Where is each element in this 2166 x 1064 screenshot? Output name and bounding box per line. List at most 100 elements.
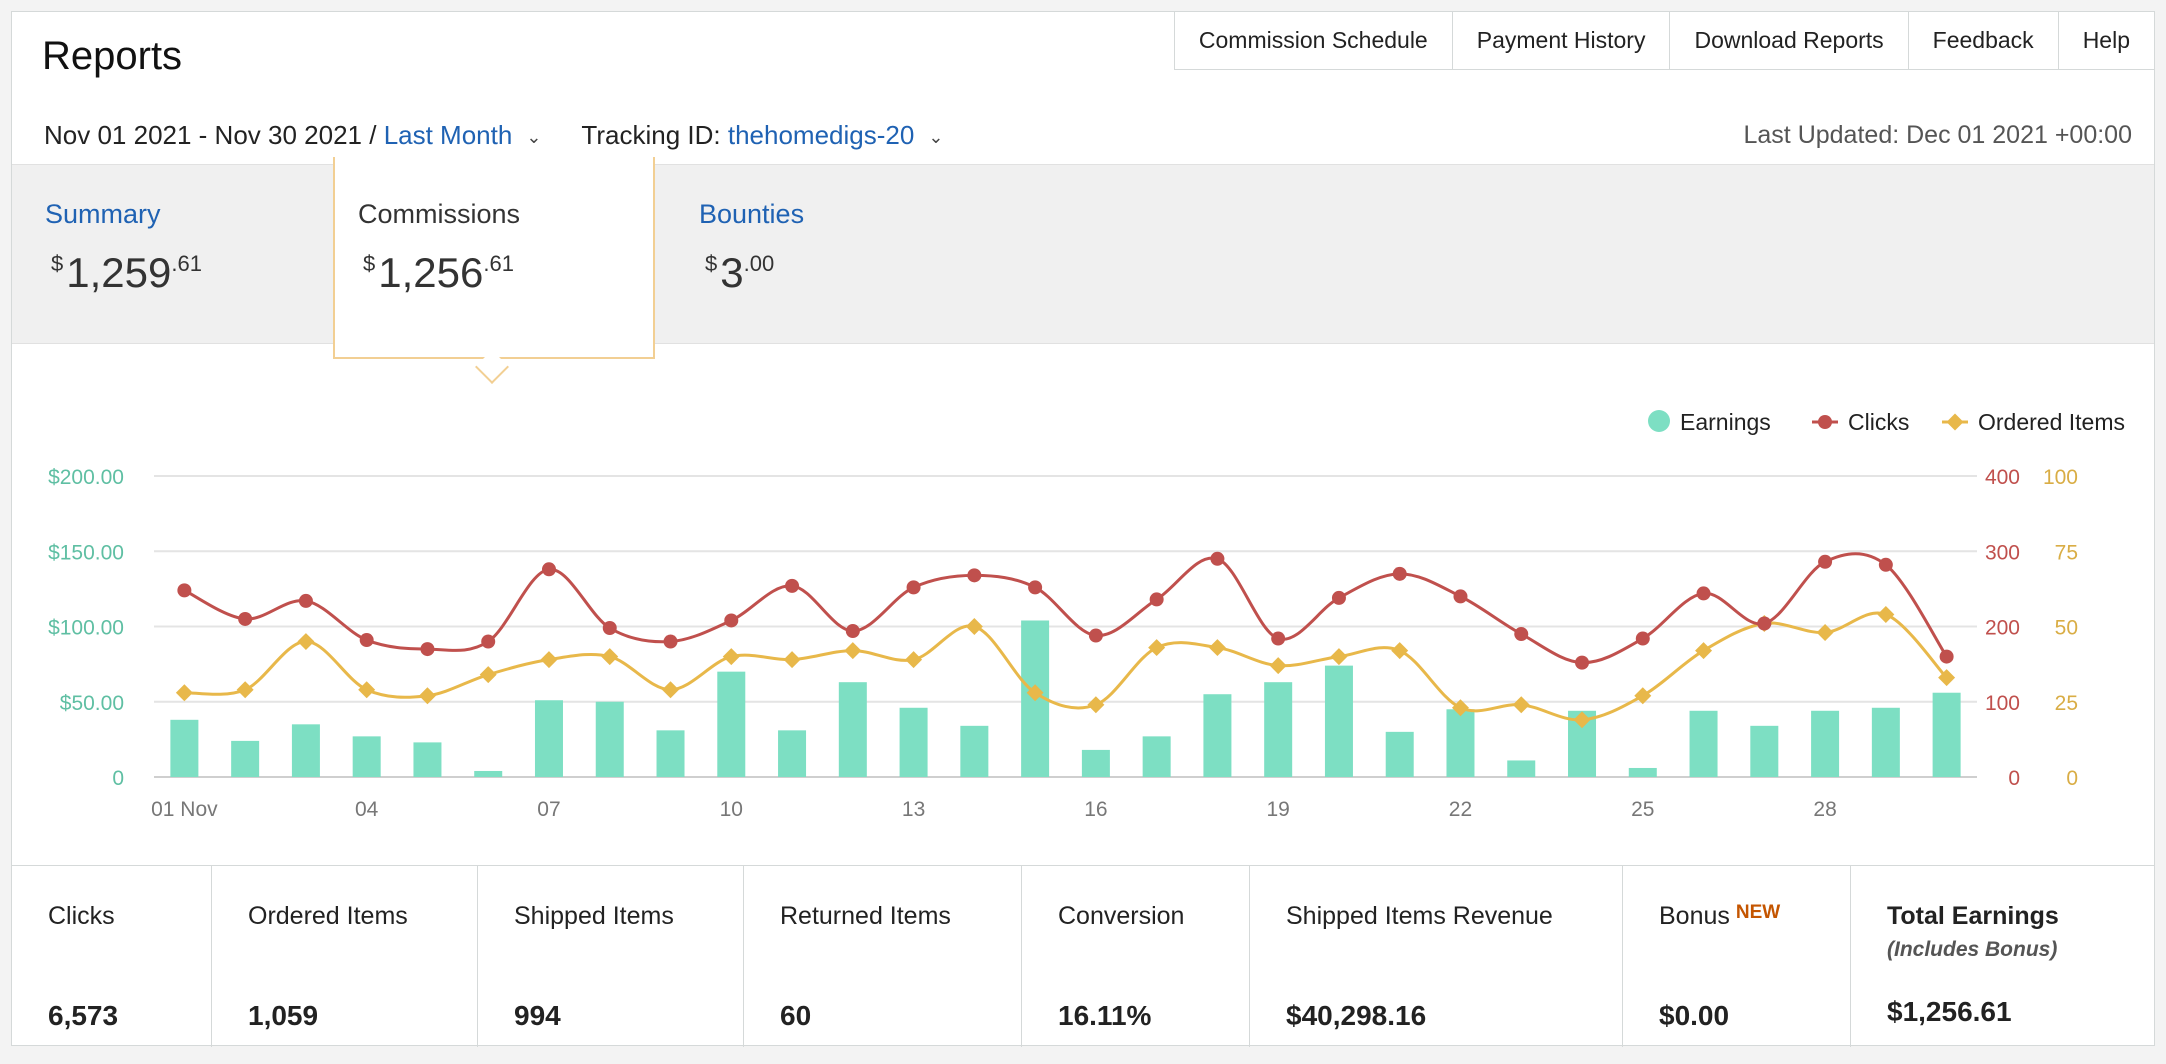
clicks-point [1757, 616, 1772, 631]
ordered-items-point [1026, 684, 1044, 702]
amount-cents: .61 [171, 251, 202, 276]
stat-clicks: Clicks 6,573 [12, 866, 212, 1047]
legend-ordered-items-marker [1946, 413, 1964, 431]
stat-total-earnings: Total Earnings (Includes Bonus) $1,256.6… [1851, 866, 2154, 1047]
clicks-point [724, 613, 739, 628]
last-updated: Last Updated: Dec 01 2021 +00:00 [1743, 121, 2133, 149]
y-tick-label: 75 [2055, 541, 2078, 564]
legend-earnings-label: Earnings [1680, 409, 1771, 435]
ordered-items-line [184, 611, 1948, 722]
stat-bonus: Bonus NEW $0.00 [1623, 866, 1851, 1047]
earnings-bar [474, 770, 503, 777]
new-badge: NEW [1735, 902, 1781, 923]
stat-label: Shipped Items [514, 902, 674, 930]
tab-summary-label: Summary [45, 199, 161, 229]
clicks-point [663, 634, 678, 649]
clicks-point [1575, 655, 1590, 670]
earnings-bar [1446, 709, 1475, 777]
tracking-id-dropdown[interactable]: thehomedigs-20 [727, 120, 915, 150]
stat-label: Bonus NEW [1659, 902, 1780, 931]
help-button[interactable]: Help [2058, 11, 2155, 70]
amount-whole: 1,259 [66, 249, 172, 296]
currency-symbol: $ [51, 251, 64, 276]
earnings-bar [838, 682, 867, 777]
x-tick-label: 25 [1631, 798, 1654, 821]
clicks-point [1453, 589, 1468, 604]
ordered-items-point [1208, 639, 1226, 657]
ordered-items-point [1391, 642, 1409, 660]
stat-value: $1,256.61 [1887, 996, 2012, 1027]
earnings-bar [1142, 736, 1171, 777]
y-tick-label: 25 [2055, 692, 2078, 715]
x-tick-label: 04 [355, 798, 379, 821]
ordered-items-point [540, 651, 558, 669]
earnings-bar [534, 700, 563, 777]
currency-symbol: $ [363, 251, 376, 276]
earnings-bar [595, 701, 624, 777]
y-tick-label: 0 [2066, 767, 2078, 790]
ordered-items-point [662, 681, 680, 699]
stat-returned-items: Returned Items 60 [744, 866, 1022, 1047]
tab-commissions-label: Commissions [358, 199, 521, 229]
clicks-point [177, 583, 192, 598]
ordered-items-point [358, 681, 376, 699]
clicks-line [183, 552, 1948, 665]
amount-cents: .00 [743, 251, 775, 276]
clicks-point [1696, 586, 1711, 601]
payment-history-button[interactable]: Payment History [1452, 11, 1671, 70]
clicks-point [1028, 580, 1043, 595]
chevron-down-icon[interactable]: ⌄ [526, 127, 542, 147]
y-axis-clicks: 0 100 200 300 400 [1985, 466, 2020, 790]
earnings-bar [1628, 767, 1657, 777]
ordered-items-point [1573, 711, 1591, 729]
earnings-bar [1750, 725, 1779, 777]
y-tick-label: 0 [112, 767, 124, 790]
tab-commissions[interactable]: Commissions $1,256.61 [333, 157, 655, 359]
ordered-items-point [1877, 605, 1895, 623]
download-reports-button[interactable]: Download Reports [1670, 11, 1909, 70]
tracking-label: Tracking ID: [581, 120, 721, 150]
clicks-point [541, 562, 556, 577]
earnings-bar [170, 719, 199, 777]
feedback-button[interactable]: Feedback [1908, 11, 2059, 70]
ordered-items-point [722, 648, 740, 666]
bounties-amount: $3.00 [705, 249, 774, 297]
x-axis: 01 Nov 04 07 10 13 16 19 22 25 28 [151, 798, 1837, 821]
ordered-items-point [1695, 642, 1713, 660]
y-tick-label: 300 [1985, 541, 2020, 564]
stat-ordered-items: Ordered Items 1,059 [212, 866, 478, 1047]
clicks-point [1939, 649, 1954, 664]
earnings-bar [1689, 710, 1718, 777]
stat-label: Shipped Items Revenue [1286, 902, 1553, 930]
filter-bar: Nov 01 2021 - Nov 30 2021 / Last Month ⌄… [44, 120, 983, 151]
y-tick-label: 50 [2055, 617, 2078, 640]
y-tick-label: 100 [2043, 466, 2078, 489]
x-tick-label: 13 [902, 798, 925, 821]
ordered-items-point [783, 651, 801, 669]
x-tick-label: 19 [1267, 798, 1290, 821]
page-title: Reports [42, 34, 183, 78]
clicks-point [420, 642, 435, 657]
stat-value: 1,059 [248, 1000, 319, 1031]
commission-schedule-button[interactable]: Commission Schedule [1173, 11, 1453, 70]
clicks-point [785, 578, 800, 593]
amount-whole: 3 [720, 249, 744, 296]
y-tick-label: $50.00 [60, 692, 124, 715]
currency-symbol: $ [705, 251, 718, 276]
stat-label: Returned Items [780, 902, 951, 930]
x-tick-label: 16 [1084, 798, 1107, 821]
clicks-point [481, 634, 496, 649]
y-tick-label: 100 [1985, 692, 2020, 715]
earnings-bar [231, 740, 260, 777]
chevron-down-icon[interactable]: ⌄ [928, 127, 944, 147]
stat-sublabel: (Includes Bonus) [1887, 938, 2058, 961]
clicks-point [298, 593, 313, 608]
clicks-point [1878, 557, 1893, 572]
x-tick-label: 07 [537, 798, 560, 821]
tab-summary[interactable]: Summary $1,259.61 [23, 165, 333, 345]
stat-value: 16.11% [1058, 1000, 1152, 1031]
tab-bounties[interactable]: Bounties $3.00 [677, 165, 977, 345]
clicks-point [1271, 631, 1286, 646]
top-nav: Commission Schedule Payment History Down… [1173, 11, 2155, 70]
period-dropdown[interactable]: Last Month [383, 120, 513, 150]
